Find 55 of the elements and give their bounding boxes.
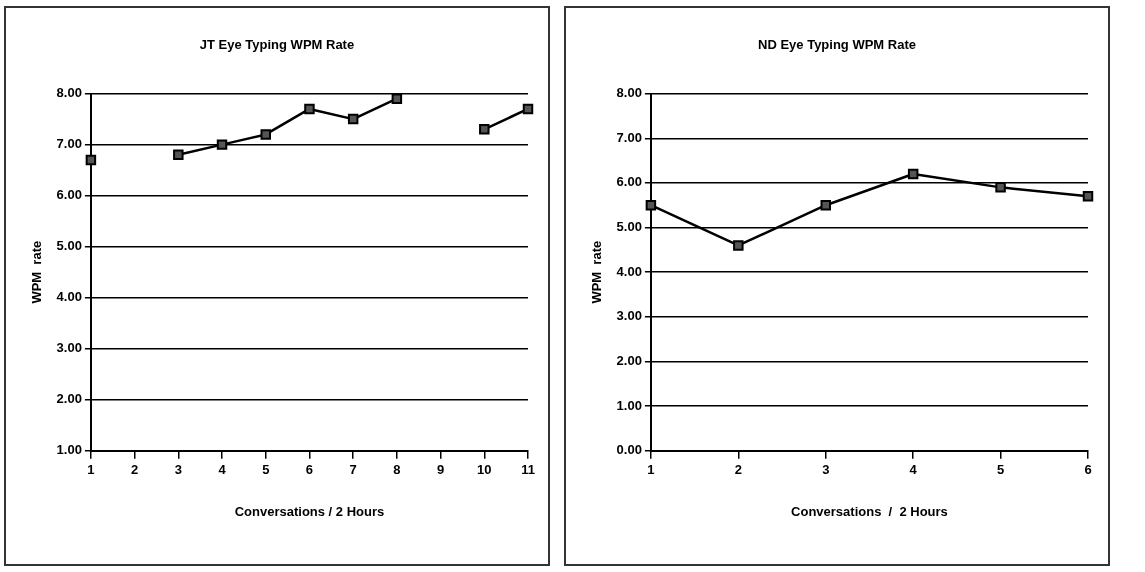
point: [479, 124, 490, 135]
y-axis-title: WPM rate: [29, 240, 45, 304]
point: [1082, 191, 1094, 202]
y-tick-label: 1.00: [616, 397, 642, 413]
y-tick-label: 7.00: [56, 136, 82, 152]
y-tick-label: 5.00: [616, 219, 642, 235]
x-tick-label: 5: [262, 462, 270, 478]
point: [733, 240, 744, 251]
y-tick-label: 3.00: [616, 308, 642, 324]
x-tick-label: 2: [734, 462, 742, 478]
x-tick-label: 4: [218, 462, 227, 478]
point: [347, 113, 359, 125]
x-tick-label: 9: [436, 462, 445, 478]
x-tick-label: 11: [521, 462, 535, 478]
point: [260, 129, 271, 140]
y-tick-label: 6.00: [616, 174, 642, 190]
y-tick-label: 0.00: [616, 442, 642, 458]
x-tick-label: 8: [393, 462, 401, 478]
point: [522, 103, 534, 115]
x-tick-label: 2: [130, 462, 139, 478]
y-tick-label: 8.00: [616, 85, 642, 101]
point: [216, 139, 228, 150]
point: [304, 103, 315, 115]
y-tick-label: 5.00: [56, 238, 82, 254]
point: [820, 199, 831, 211]
point: [85, 154, 97, 166]
x-axis-title: Conversations / 2 Hours: [791, 503, 948, 519]
x-axis-title: Conversations / 2 Hours: [234, 503, 385, 519]
x-tick-label: 5: [996, 462, 1005, 478]
x-tick-label: 1: [647, 462, 655, 478]
y-tick-label: 2.00: [56, 391, 82, 407]
x-tick-label: 10: [477, 462, 492, 478]
x-tick-label: 6: [305, 462, 314, 478]
x-tick-label: 3: [822, 462, 830, 478]
chart-title: JT Eye Typing WPM Rate: [199, 37, 355, 53]
y-tick-label: 6.00: [56, 187, 82, 203]
x-tick-label: 7: [349, 462, 357, 478]
y-tick-label: 4.00: [616, 263, 642, 279]
point: [995, 182, 1006, 193]
x-tick-label: 1: [87, 462, 95, 478]
y-tick-label: 2.00: [616, 353, 642, 369]
point: [391, 93, 403, 104]
y-axis-title: WPM rate: [589, 240, 605, 304]
y-tick-label: 8.00: [56, 85, 82, 101]
y-tick-label: 1.00: [56, 442, 82, 458]
point: [645, 199, 657, 211]
point: [907, 168, 919, 180]
x-tick-label: 3: [174, 462, 182, 478]
y-tick-label: 4.00: [56, 289, 82, 305]
y-tick-label: 7.00: [616, 129, 642, 145]
point: [173, 149, 184, 161]
y-tick-label: 3.00: [56, 340, 82, 356]
chart-title: ND Eye Typing WPM Rate: [758, 37, 916, 53]
x-tick-label: 6: [1084, 462, 1092, 478]
x-tick-label: 4: [909, 462, 918, 478]
